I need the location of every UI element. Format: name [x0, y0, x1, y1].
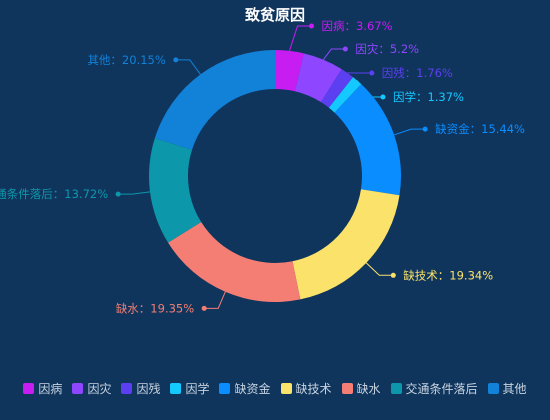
- leader-line-7: [118, 191, 151, 195]
- legend-label: 缺技术: [295, 382, 332, 396]
- legend-swatch: [280, 383, 292, 394]
- leader-dot-4: [422, 126, 428, 132]
- legend-swatch: [72, 383, 84, 394]
- legend-swatch: [341, 383, 353, 394]
- slice-8[interactable]: [154, 50, 275, 150]
- slice-7[interactable]: [148, 138, 202, 243]
- slice-6[interactable]: [168, 222, 301, 302]
- slice-3[interactable]: [328, 77, 362, 113]
- legend-swatch: [170, 383, 182, 394]
- legend-swatch: [121, 383, 133, 394]
- legend-label: 缺资金: [234, 382, 271, 396]
- legend-label: 其他: [502, 382, 527, 396]
- legend-label: 缺水: [356, 382, 381, 396]
- chart-legend: 因病 因灾 因残 因学 缺资金 缺技术 缺水 交通条件落后 其他: [0, 380, 550, 397]
- leader-line-4: [393, 128, 426, 136]
- legend-label: 因学: [185, 382, 210, 396]
- legend-item-4[interactable]: 缺资金: [219, 380, 271, 397]
- legend-swatch: [390, 383, 402, 394]
- slice-5[interactable]: [292, 189, 400, 300]
- slice-label-0: 因病：3.67%: [321, 19, 392, 33]
- leader-dot-7: [115, 191, 121, 197]
- leader-dot-3: [380, 94, 386, 100]
- leader-dot-1: [342, 46, 348, 52]
- slice-label-7: 交通条件落后：13.72%: [0, 187, 108, 201]
- leader-line-8: [175, 59, 201, 75]
- slice-4[interactable]: [334, 84, 401, 196]
- legend-item-8[interactable]: 其他: [487, 380, 527, 397]
- legend-label: 因病: [38, 382, 63, 396]
- slice-label-6: 缺水：19.35%: [116, 301, 194, 315]
- leader-line-1: [322, 48, 346, 60]
- leader-line-0: [289, 25, 312, 51]
- leader-dot-8: [173, 57, 179, 63]
- chart-title: 致贫原因: [245, 6, 305, 24]
- slice-label-3: 因学：1.37%: [393, 90, 464, 104]
- legend-swatch: [219, 383, 231, 394]
- leader-line-6: [204, 291, 226, 309]
- legend-item-6[interactable]: 缺水: [341, 380, 381, 397]
- leader-dot-5: [390, 272, 396, 278]
- slice-label-2: 因残：1.76%: [382, 66, 453, 80]
- legend-item-2[interactable]: 因残: [121, 380, 160, 397]
- slice-2[interactable]: [321, 69, 354, 108]
- legend-item-7[interactable]: 交通条件落后: [390, 380, 478, 397]
- legend-label: 交通条件落后: [405, 382, 478, 396]
- legend-item-3[interactable]: 因学: [170, 380, 209, 397]
- legend-label: 因残: [136, 382, 161, 396]
- slice-label-1: 因灾：5.2%: [355, 42, 419, 56]
- legend-swatch: [23, 383, 35, 394]
- leader-line-5: [365, 262, 394, 276]
- leader-dot-0: [308, 23, 314, 29]
- slice-1[interactable]: [294, 53, 342, 103]
- legend-item-1[interactable]: 因灾: [72, 380, 111, 397]
- legend-label: 因灾: [87, 382, 112, 396]
- leader-dot-2: [369, 70, 375, 76]
- legend-item-0[interactable]: 因病: [23, 380, 62, 397]
- slice-label-8: 其他：20.15%: [87, 53, 165, 67]
- leader-dot-6: [201, 305, 207, 311]
- slice-label-4: 缺资金：15.44%: [435, 122, 525, 136]
- slice-label-5: 缺技术：19.34%: [403, 268, 493, 282]
- slice-0[interactable]: [275, 50, 304, 92]
- legend-swatch: [487, 383, 499, 394]
- legend-item-5[interactable]: 缺技术: [280, 380, 332, 397]
